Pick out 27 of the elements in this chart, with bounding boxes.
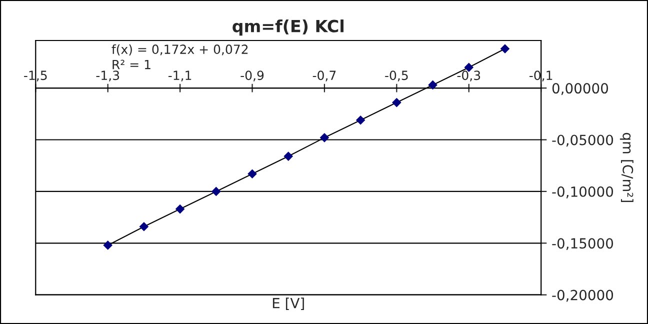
point	[176, 204, 184, 214]
annotation: R² = 1	[112, 60, 150, 70]
x-tick-label: -0,7	[312, 70, 336, 82]
y-axis-title: qm [C/m²]	[620, 132, 634, 202]
point	[284, 152, 293, 161]
y-tick-label: -0,05000	[552, 134, 614, 147]
y-tick-label: -0,20000	[552, 290, 614, 302]
y-tick-label: -0,15000	[552, 238, 614, 250]
x-tick-label: -0,5	[385, 70, 408, 82]
x-axis-title: E [V]	[272, 298, 304, 310]
point	[392, 98, 402, 107]
chart-title: qm=f(E) KCl	[232, 20, 344, 36]
point	[356, 116, 366, 125]
point	[140, 222, 148, 232]
point	[103, 240, 112, 250]
x-tick-label: -1,1	[168, 70, 192, 82]
x-tick-label: -0,9	[240, 70, 264, 82]
point	[500, 44, 510, 54]
point	[248, 169, 257, 178]
x-tick-label: -0,3	[457, 70, 480, 82]
point	[428, 80, 438, 90]
point	[320, 133, 329, 142]
annotation: f(x) = 0,172x + 0,072	[112, 44, 248, 56]
point	[212, 187, 221, 196]
x-tick-label: -1,3	[96, 70, 120, 82]
y-tick-label: -0,10000	[552, 186, 614, 198]
y-tick-label: 0,00000	[552, 83, 608, 95]
